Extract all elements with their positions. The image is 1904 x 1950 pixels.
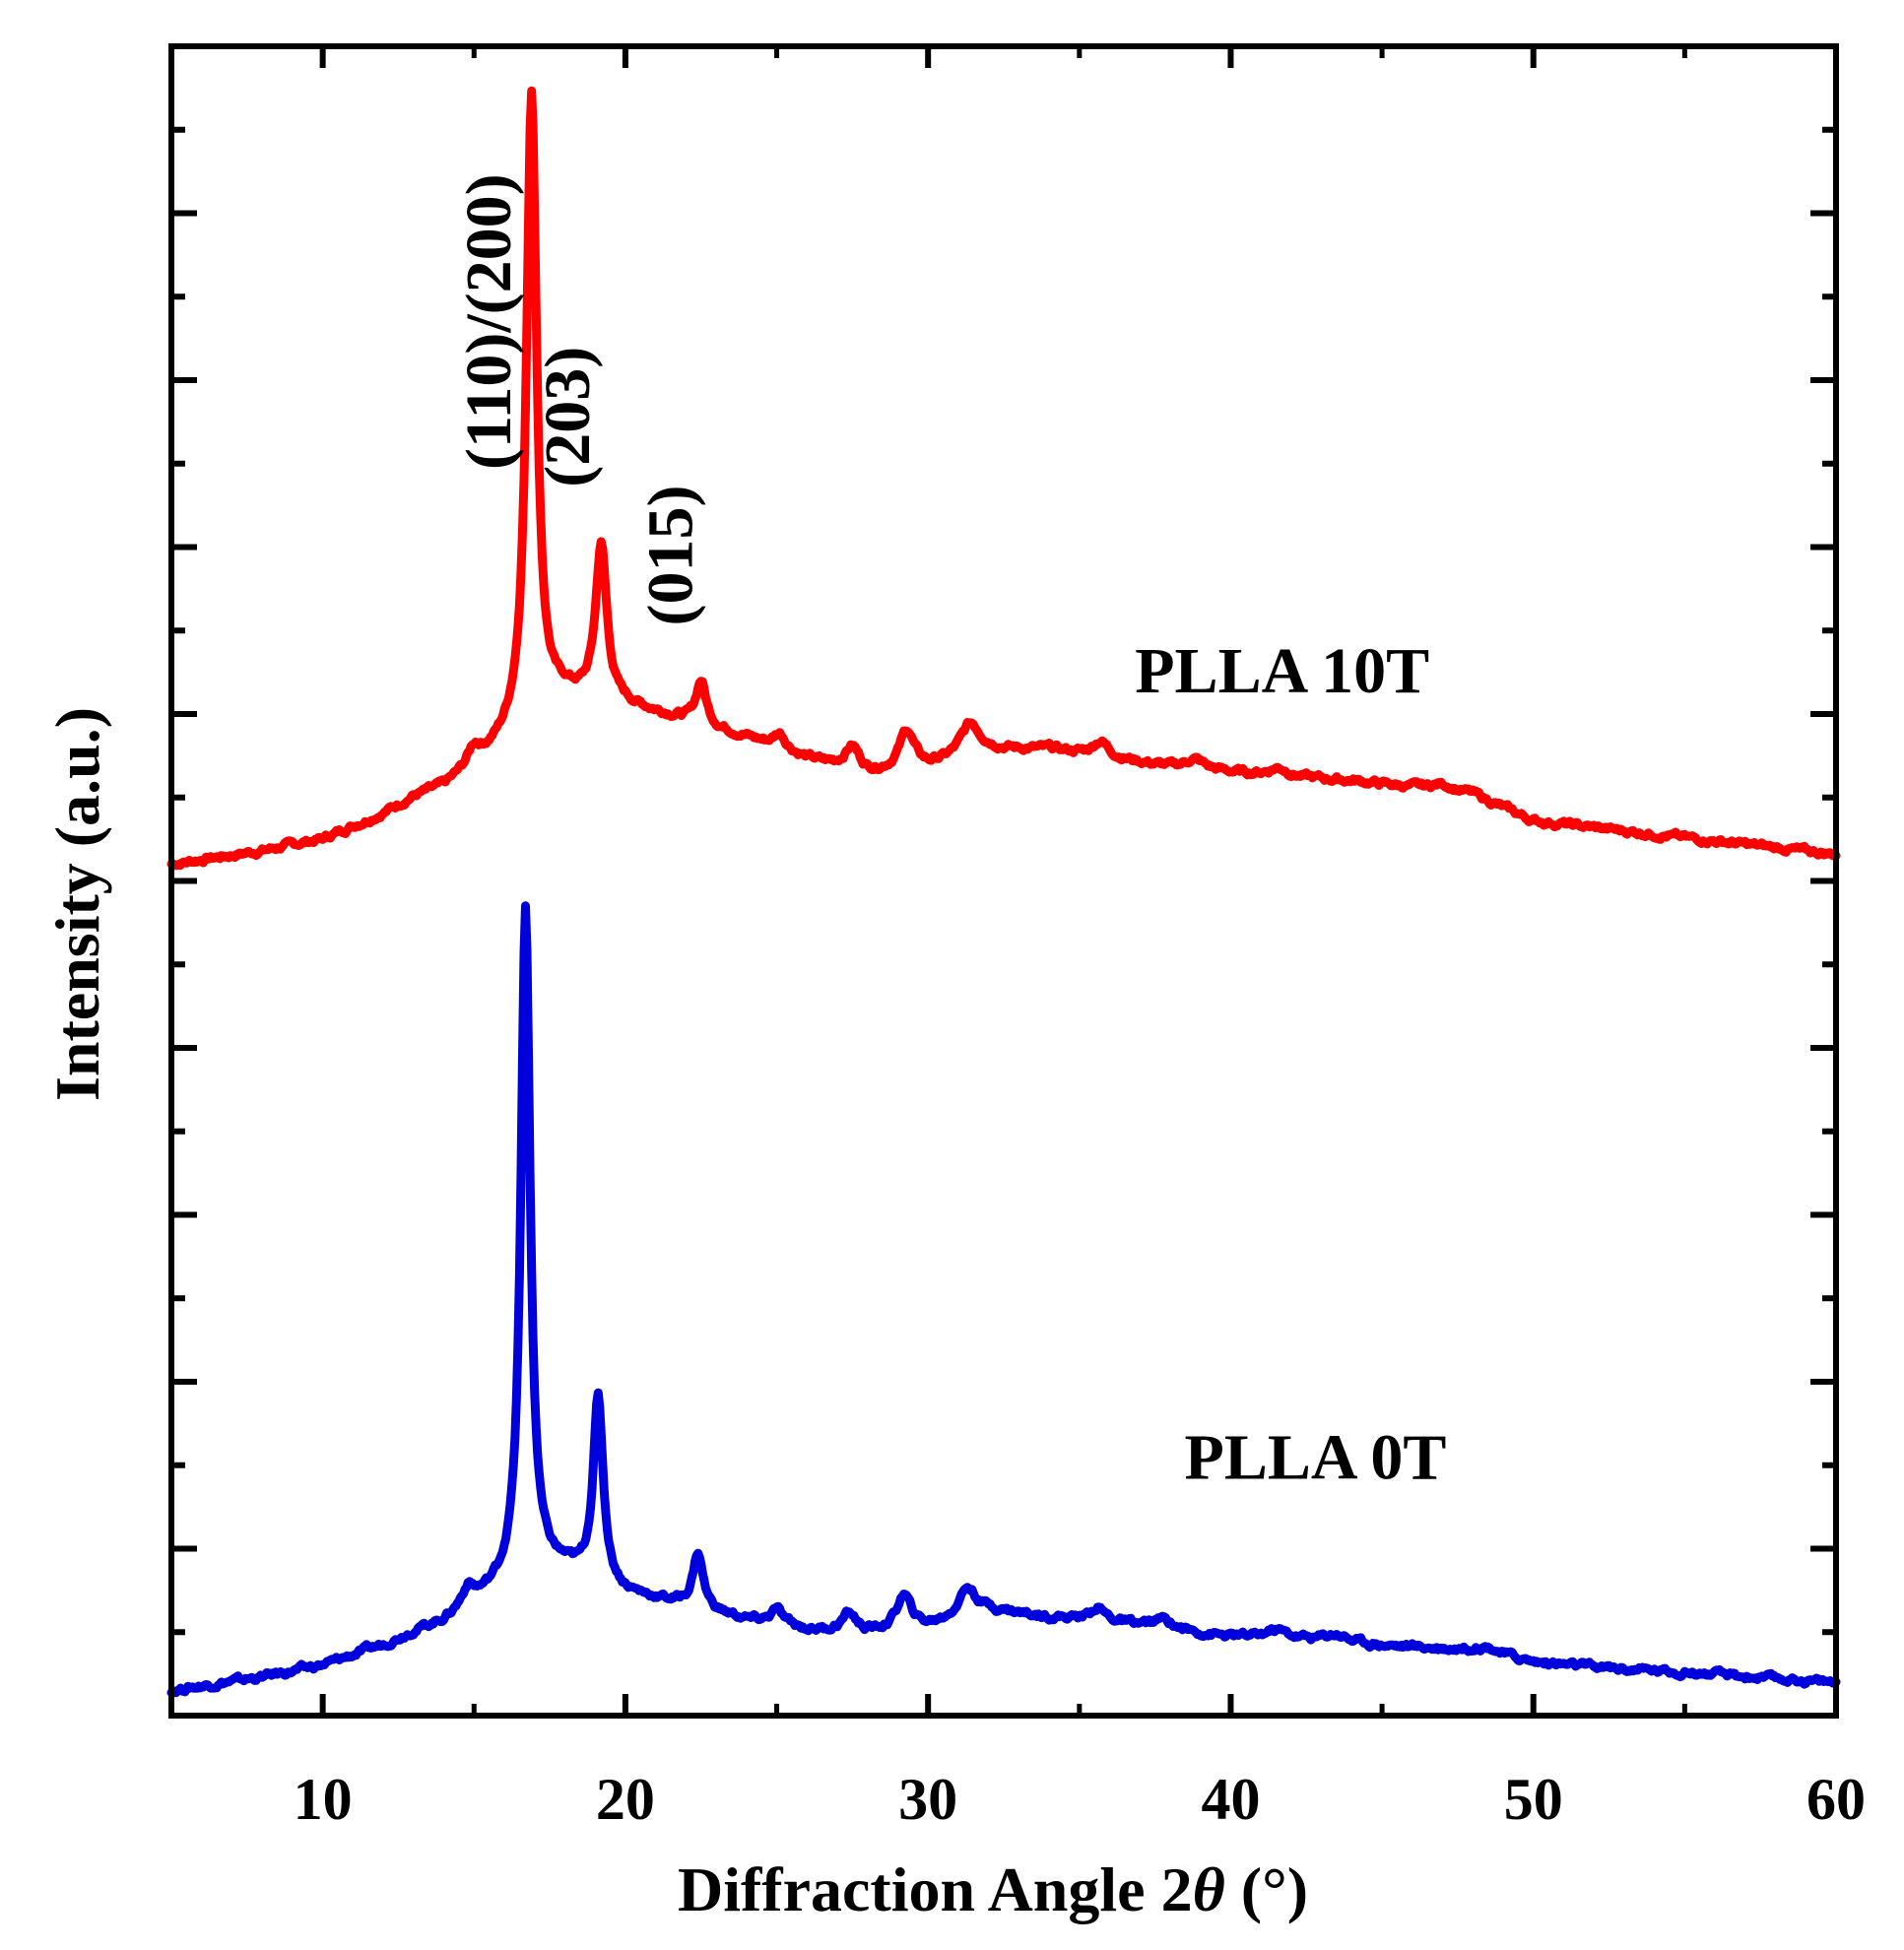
y-tick-marks [171,126,1836,1636]
annotation-2: (015) [635,486,707,626]
x-axis-label-main: Diffraction Angle 2 [678,1854,1193,1924]
annotation-1: (203) [532,347,604,488]
annotation-4: PLLA 0T [1185,1421,1447,1493]
series-line-1 [166,901,1841,1698]
x-axis-label-unit: (°) [1225,1854,1308,1924]
x-tick-marks [168,46,1839,1716]
plot-frame [168,43,1839,1719]
annotation-3: PLLA 10T [1135,635,1429,707]
x-tick-labels: 10 20 30 40 50 60 [294,1767,1866,1832]
x-axis-label: Diffraction Angle 2θ (°) [678,1854,1308,1924]
x-tick-label: 60 [1806,1767,1866,1832]
series-line-0 [166,86,1841,871]
y-axis-label: Intensity (a.u.) [42,707,112,1101]
series-layer [166,86,1841,1698]
x-tick-label: 50 [1504,1767,1563,1832]
x-axis-label-theta: θ [1193,1854,1225,1924]
x-tick-label: 40 [1201,1767,1260,1832]
annotation-0: (110)/(200) [453,173,525,470]
x-tick-label: 30 [898,1767,957,1832]
annotation-layer: (110)/(200) (203) (015) PLLA 10T PLLA 0T [453,173,1446,1493]
x-tick-label: 20 [596,1767,655,1832]
x-tick-label: 10 [294,1767,353,1832]
